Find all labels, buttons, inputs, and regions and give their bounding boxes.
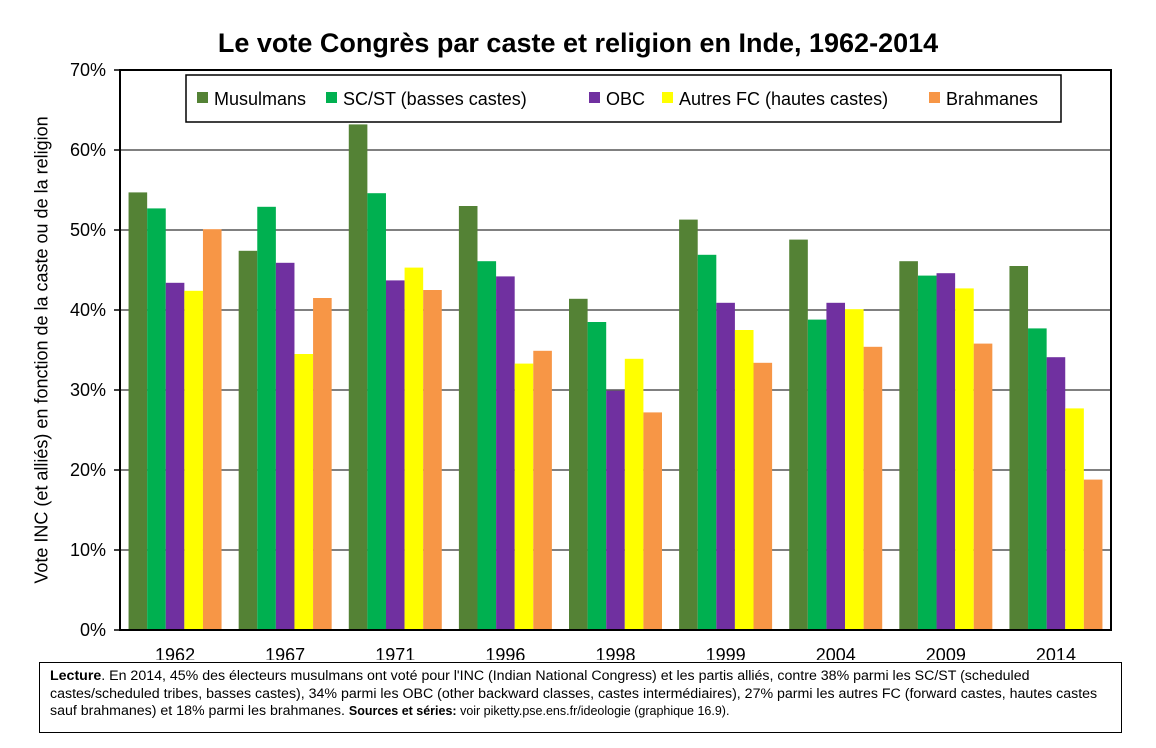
bar-musulmans-1967 <box>238 250 258 631</box>
y-tick-label: 30% <box>70 380 106 400</box>
bar-brahmanes-1996 <box>533 350 552 630</box>
x-tick-label: 2004 <box>816 645 856 660</box>
legend-label: Autres FC (hautes castes) <box>679 89 888 109</box>
x-tick-label: 2009 <box>926 645 966 660</box>
bar-musulmans-1996 <box>458 206 478 630</box>
bar-autres-2004 <box>845 309 864 630</box>
bar-autres-1971 <box>404 267 424 630</box>
bar-scst-1996 <box>477 261 497 630</box>
bar-scst-2009 <box>917 275 937 630</box>
bar-obc-2004 <box>826 302 846 630</box>
x-tick-label: 1996 <box>485 645 525 660</box>
x-tick-label: 1967 <box>265 645 305 660</box>
bar-obc-1996 <box>496 276 515 630</box>
bar-autres-1967 <box>294 354 314 630</box>
x-tick-label: 1971 <box>375 645 415 660</box>
legend-swatch <box>589 92 600 103</box>
bar-obc-2014 <box>1046 357 1066 630</box>
bar-scst-2004 <box>807 319 827 630</box>
legend-label: Musulmans <box>214 89 306 109</box>
y-tick-label: 0% <box>80 620 106 640</box>
plot-frame <box>119 69 1112 631</box>
bar-scst-1962 <box>147 208 166 630</box>
note-text: . En 2014, 45% des électeurs musulmans o… <box>50 668 1098 719</box>
bar-brahmanes-1971 <box>423 290 442 630</box>
bar-scst-2014 <box>1028 328 1047 630</box>
y-tick-label: 10% <box>70 540 106 560</box>
reading-note: Lecture. En 2014, 45% des électeurs musu… <box>39 662 1122 733</box>
bar-musulmans-2014 <box>1009 266 1029 630</box>
bar-scst-1967 <box>257 206 276 631</box>
y-tick-label: 40% <box>70 300 106 320</box>
bar-brahmanes-2004 <box>863 346 883 630</box>
legend-swatch <box>197 92 208 103</box>
legend-label: Brahmanes <box>946 89 1038 109</box>
bar-scst-1998 <box>587 322 607 630</box>
legend-label: SC/ST (basses castes) <box>343 89 527 109</box>
legend-swatch <box>326 92 337 103</box>
x-tick-label: 1998 <box>595 645 635 660</box>
x-tick-label: 2014 <box>1036 645 1076 660</box>
sources-text: voir piketty.pse.ens.fr/ideologie (graph… <box>456 704 730 718</box>
bar-autres-1962 <box>184 290 203 630</box>
legend-swatch <box>929 92 940 103</box>
legend-label: OBC <box>606 89 645 109</box>
bar-brahmanes-1962 <box>202 229 222 630</box>
bar-brahmanes-1967 <box>313 298 332 630</box>
bar-obc-1998 <box>606 390 625 630</box>
sources-label: Sources et séries: <box>348 704 457 718</box>
bar-musulmans-1962 <box>128 192 148 630</box>
bar-musulmans-1999 <box>679 219 698 630</box>
bar-obc-1971 <box>385 280 405 630</box>
bar-musulmans-2004 <box>789 239 808 630</box>
y-tick-label: 50% <box>70 220 106 240</box>
bar-autres-1998 <box>624 358 644 630</box>
y-tick-label: 70% <box>70 60 106 80</box>
bar-brahmanes-2009 <box>973 343 993 630</box>
bar-brahmanes-1998 <box>643 412 662 630</box>
bar-obc-1999 <box>716 302 735 630</box>
bar-autres-1999 <box>734 330 754 630</box>
y-tick-label: 20% <box>70 460 106 480</box>
x-tick-label: 1999 <box>706 645 746 660</box>
y-tick-label: 60% <box>70 140 106 160</box>
bar-musulmans-1998 <box>569 298 588 630</box>
bar-scst-1971 <box>367 193 386 630</box>
note-label: Lecture <box>50 668 102 684</box>
x-tick-label: 1962 <box>155 645 195 660</box>
legend-swatch <box>662 92 673 103</box>
bar-obc-1962 <box>165 282 185 630</box>
bar-brahmanes-1999 <box>753 362 773 630</box>
bar-autres-2009 <box>955 288 974 630</box>
bar-musulmans-1971 <box>348 124 368 631</box>
bar-autres-2014 <box>1065 408 1084 630</box>
bar-scst-1999 <box>697 254 717 631</box>
bar-obc-2009 <box>936 273 956 630</box>
bar-autres-1996 <box>514 363 534 630</box>
bar-brahmanes-2014 <box>1083 479 1103 630</box>
bar-chart: 0% 10% 20% 30% 40% 50% 60% 70% 1962 1967 1971 1996 1… <box>70 60 1112 660</box>
chart-title: Le vote Congrès par caste et religion en… <box>217 28 939 58</box>
bar-musulmans-2009 <box>899 261 918 630</box>
bar-obc-1967 <box>275 262 295 630</box>
